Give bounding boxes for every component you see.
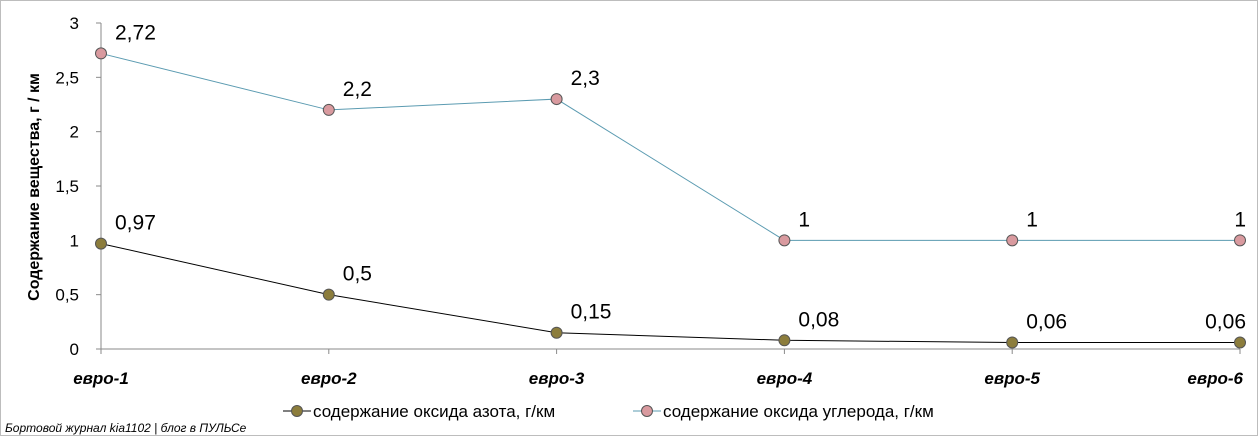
legend-label: содержание оксида азота, г/км bbox=[313, 402, 555, 421]
data-label: 0,5 bbox=[343, 263, 372, 286]
y-tick-label: 2 bbox=[70, 123, 79, 142]
legend-label: содержание оксида углерода, г/км bbox=[663, 402, 934, 421]
x-tick-label: евро-4 bbox=[757, 369, 813, 388]
y-tick-label: 3 bbox=[70, 14, 79, 33]
data-label: 2,3 bbox=[571, 67, 600, 90]
series-lines bbox=[100, 52, 1240, 343]
data-point bbox=[778, 334, 791, 347]
data-point bbox=[1234, 234, 1246, 247]
data-label: 2,2 bbox=[343, 78, 372, 101]
data-point bbox=[1006, 234, 1019, 247]
y-axis-title: Содержание вещества, г / км bbox=[26, 73, 43, 301]
series-line bbox=[100, 52, 1240, 241]
x-tick-label: евро-1 bbox=[73, 369, 129, 388]
data-point bbox=[550, 326, 563, 339]
y-tick-labels: 0 0,5 1 1,5 2 2,5 3 bbox=[55, 14, 79, 359]
data-label: 1 bbox=[798, 208, 810, 231]
y-tick-label: 1,5 bbox=[55, 177, 79, 196]
x-tick-labels: евро-1 евро-2 евро-3 евро-4 евро-5 евро-6 bbox=[73, 369, 1243, 388]
data-point bbox=[95, 237, 107, 250]
data-label: 1 bbox=[1234, 208, 1246, 231]
x-tick-label: евро-5 bbox=[984, 369, 1040, 388]
legend-marker bbox=[291, 405, 303, 417]
legend-marker bbox=[641, 405, 653, 417]
x-tick-label: евро-3 bbox=[529, 369, 585, 388]
data-labels: 0,97 0,5 0,15 0,08 0,06 0,06 2,72 2,2 2,3 1 1 1 bbox=[115, 21, 1246, 333]
data-point bbox=[1006, 336, 1019, 349]
legend: содержание оксида азота, г/км содержание … bbox=[283, 402, 934, 421]
data-point bbox=[322, 103, 335, 116]
y-tick-label: 2,5 bbox=[55, 68, 79, 87]
data-label: 1 bbox=[1026, 208, 1038, 231]
y-tick-label: 0 bbox=[70, 340, 79, 359]
data-label: 2,72 bbox=[115, 21, 156, 44]
data-label: 0,15 bbox=[571, 301, 612, 324]
data-point bbox=[1234, 336, 1246, 349]
data-label: 0,97 bbox=[115, 212, 156, 235]
y-tick-label: 0,5 bbox=[55, 286, 79, 305]
data-point bbox=[95, 47, 107, 60]
data-point bbox=[322, 288, 335, 301]
series-markers bbox=[95, 47, 1246, 349]
data-label: 0,06 bbox=[1026, 310, 1067, 333]
data-point bbox=[778, 234, 791, 247]
axes bbox=[96, 22, 1241, 354]
x-tick-label: евро-2 bbox=[301, 369, 357, 388]
data-point bbox=[550, 93, 563, 106]
series-line bbox=[100, 243, 1240, 343]
credit-text: Бортовой журнал kia1102 | блог в ПУЛЬСе bbox=[5, 421, 247, 435]
y-tick-label: 1 bbox=[70, 231, 79, 250]
data-label: 0,08 bbox=[798, 308, 839, 331]
data-label: 0,06 bbox=[1205, 310, 1246, 333]
x-tick-label: евро-6 bbox=[1187, 369, 1243, 388]
